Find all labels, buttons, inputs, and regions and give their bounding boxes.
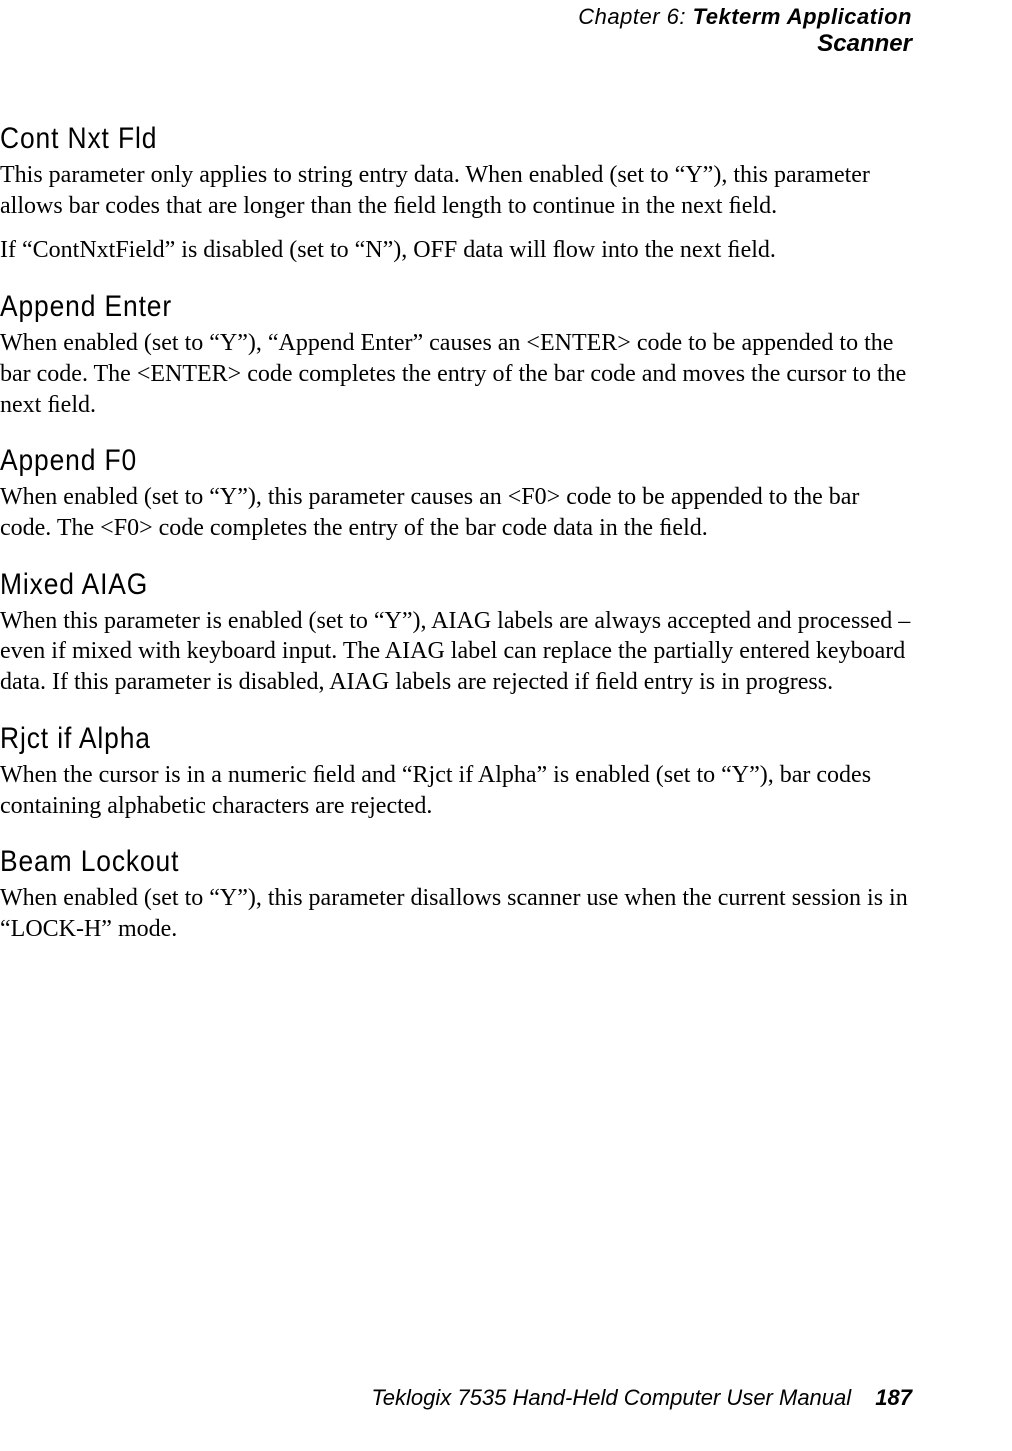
section-heading: Append F0	[0, 444, 803, 478]
header-chapter-line: Chapter 6: Tekterm Application	[578, 4, 912, 30]
page: Chapter 6: Tekterm Application Scanner C…	[0, 0, 1012, 1451]
section-heading: Append Enter	[0, 290, 803, 324]
section-heading: Mixed AIAG	[0, 568, 803, 602]
section-heading: Beam Lockout	[0, 845, 803, 879]
page-number: 187	[875, 1385, 912, 1410]
chapter-label: Chapter 6:	[578, 4, 686, 29]
body-paragraph: This parameter only applies to string en…	[0, 160, 912, 221]
manual-title: Teklogix 7535 Hand-Held Computer User Ma…	[371, 1385, 851, 1410]
body-paragraph: When the cursor is in a numeric ﬁeld and…	[0, 760, 912, 821]
body-paragraph: If “ContNxtField” is disabled (set to “N…	[0, 235, 912, 266]
header-section-title: Scanner	[578, 30, 912, 58]
body-paragraph: When enabled (set to “Y”), this paramete…	[0, 883, 912, 944]
chapter-title: Tekterm Application	[693, 4, 912, 29]
body-paragraph: When enabled (set to “Y”), this paramete…	[0, 482, 912, 543]
running-header: Chapter 6: Tekterm Application Scanner	[578, 4, 912, 58]
section-heading: Cont Nxt Fld	[0, 122, 803, 156]
running-footer: Teklogix 7535 Hand-Held Computer User Ma…	[371, 1385, 912, 1411]
body-content: Cont Nxt Fld This parameter only applies…	[0, 98, 912, 959]
body-paragraph: When enabled (set to “Y”), “Append Enter…	[0, 328, 912, 420]
body-paragraph: When this parameter is enabled (set to “…	[0, 606, 912, 698]
section-heading: Rjct if Alpha	[0, 722, 803, 756]
